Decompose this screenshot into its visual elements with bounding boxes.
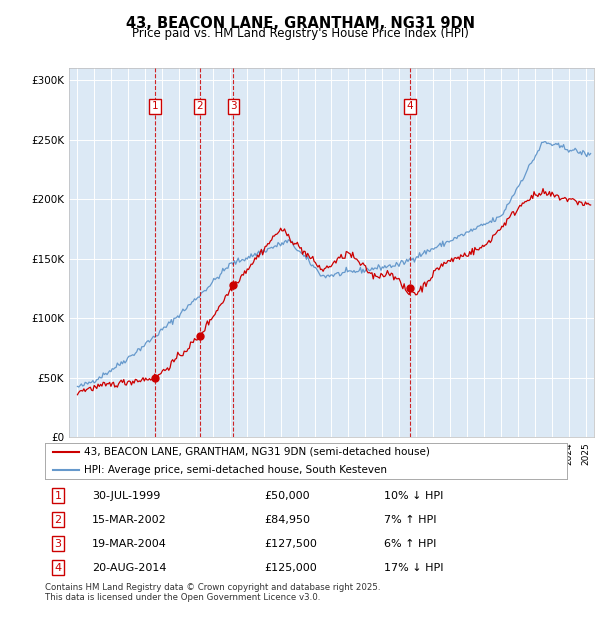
- Text: 1: 1: [152, 101, 158, 111]
- Text: 19-MAR-2004: 19-MAR-2004: [92, 539, 167, 549]
- Text: 10% ↓ HPI: 10% ↓ HPI: [385, 490, 443, 500]
- Text: 2: 2: [196, 101, 203, 111]
- Text: 43, BEACON LANE, GRANTHAM, NG31 9DN: 43, BEACON LANE, GRANTHAM, NG31 9DN: [125, 16, 475, 30]
- Text: 4: 4: [55, 563, 62, 573]
- Text: 3: 3: [55, 539, 62, 549]
- Text: Contains HM Land Registry data © Crown copyright and database right 2025.
This d: Contains HM Land Registry data © Crown c…: [45, 583, 380, 602]
- Text: HPI: Average price, semi-detached house, South Kesteven: HPI: Average price, semi-detached house,…: [84, 464, 387, 475]
- Text: £50,000: £50,000: [264, 490, 310, 500]
- Text: 1: 1: [55, 490, 62, 500]
- Text: 4: 4: [407, 101, 413, 111]
- Text: Price paid vs. HM Land Registry's House Price Index (HPI): Price paid vs. HM Land Registry's House …: [131, 27, 469, 40]
- Text: 20-AUG-2014: 20-AUG-2014: [92, 563, 166, 573]
- Text: 17% ↓ HPI: 17% ↓ HPI: [385, 563, 444, 573]
- Text: £125,000: £125,000: [264, 563, 317, 573]
- Text: £84,950: £84,950: [264, 515, 310, 525]
- Text: 7% ↑ HPI: 7% ↑ HPI: [385, 515, 437, 525]
- Text: 6% ↑ HPI: 6% ↑ HPI: [385, 539, 437, 549]
- Text: 15-MAR-2002: 15-MAR-2002: [92, 515, 167, 525]
- Text: £127,500: £127,500: [264, 539, 317, 549]
- Text: 3: 3: [230, 101, 237, 111]
- Text: 2: 2: [55, 515, 62, 525]
- Text: 43, BEACON LANE, GRANTHAM, NG31 9DN (semi-detached house): 43, BEACON LANE, GRANTHAM, NG31 9DN (sem…: [84, 446, 430, 457]
- Text: 30-JUL-1999: 30-JUL-1999: [92, 490, 160, 500]
